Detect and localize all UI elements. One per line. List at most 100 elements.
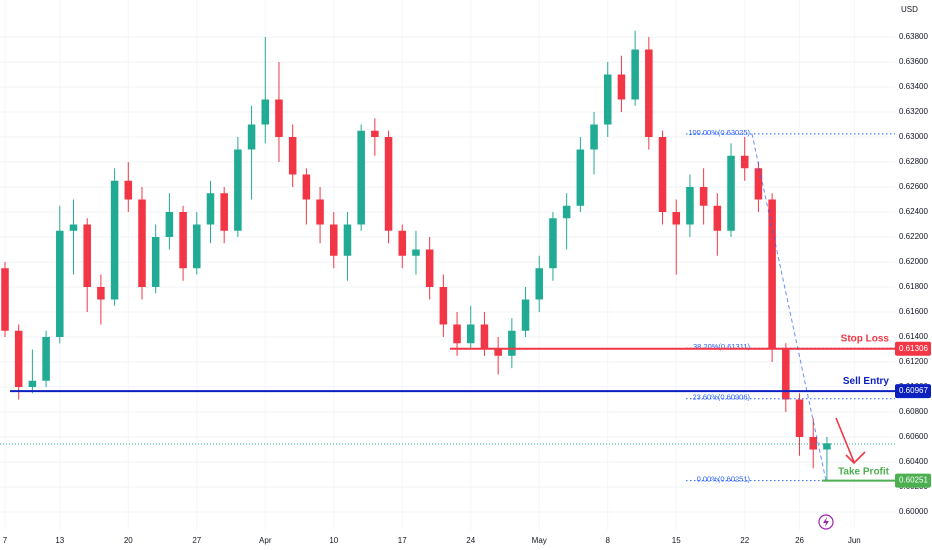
candle-body <box>124 180 133 200</box>
fib-label: 23.60%(0.60906) <box>692 393 750 402</box>
candle-body <box>42 337 50 381</box>
y-tick-label: 0.61600 <box>899 307 928 316</box>
candle-body <box>686 187 694 225</box>
candle-body <box>97 287 105 300</box>
candle-body <box>754 168 763 200</box>
level-badge <box>895 473 931 488</box>
candle-body <box>14 330 23 387</box>
x-tick-label: 27 <box>192 536 201 545</box>
candle-body <box>740 155 749 169</box>
candle-body <box>508 330 516 356</box>
candle-body <box>658 137 667 212</box>
y-tick-label: 0.61800 <box>899 282 928 291</box>
fib-label: 100.00%(0.63025) <box>688 128 750 137</box>
level-name: Take Profit <box>838 466 890 477</box>
y-tick-label: 0.62400 <box>899 207 928 216</box>
y-tick-label: 0.63600 <box>899 57 928 66</box>
y-tick-label: 0.62000 <box>899 257 928 266</box>
candle-body <box>165 212 174 237</box>
candle-body <box>727 155 735 231</box>
y-tick-label: 0.61400 <box>899 332 928 341</box>
candle-body <box>535 268 544 300</box>
candle-body <box>466 324 475 344</box>
level-badge-label: 0.60251 <box>899 476 928 485</box>
x-tick-label: 13 <box>55 536 64 545</box>
level-badge-label: 0.61306 <box>899 344 928 353</box>
candle-body <box>371 130 379 137</box>
y-tick-label: 0.60600 <box>899 432 928 441</box>
candle-body <box>549 218 557 269</box>
y-tick-label: 0.60400 <box>899 457 928 466</box>
fib-trend <box>751 133 827 481</box>
y-tick-label: 0.62600 <box>899 182 928 191</box>
candle-body <box>316 199 324 225</box>
y-tick-label: 0.63000 <box>899 132 928 141</box>
candle-body <box>179 212 187 269</box>
candle-body <box>28 380 37 387</box>
candle-body <box>782 349 790 400</box>
candle-body <box>302 174 311 200</box>
candle-body <box>247 124 256 150</box>
candle-body <box>343 224 352 256</box>
candle-body <box>69 224 78 231</box>
x-tick-label: May <box>532 536 547 545</box>
y-tick-label: 0.60800 <box>899 407 928 416</box>
fib-label: 38.20%(0.61311) <box>693 342 750 351</box>
x-tick-label: 24 <box>466 536 475 545</box>
level-badge-label: 0.60967 <box>899 386 928 395</box>
x-tick-label: Apr <box>259 536 272 545</box>
candle-body <box>439 287 448 325</box>
y-tick-label: 0.60000 <box>899 507 928 516</box>
candle-body <box>220 193 228 231</box>
y-tick-label: 0.63400 <box>899 82 928 91</box>
candle-body <box>494 349 502 356</box>
level-badge <box>895 384 931 399</box>
candle-body <box>617 74 626 100</box>
candle-body <box>1 268 9 331</box>
candle-body <box>672 212 680 225</box>
candle-body <box>576 149 585 206</box>
candle-body <box>645 49 653 137</box>
candle-body <box>275 99 283 137</box>
level-name: Sell Entry <box>843 376 890 387</box>
candle-body <box>795 399 804 437</box>
candle-body <box>138 199 146 287</box>
candle-body <box>713 205 722 231</box>
candle-body <box>603 74 612 125</box>
candle-body <box>631 49 639 100</box>
currency: USD <box>901 5 918 14</box>
level-name: Stop Loss <box>841 333 890 344</box>
candle-body <box>384 137 393 231</box>
candle-body <box>562 205 571 219</box>
x-tick-label: 26 <box>795 536 804 545</box>
candle-body <box>234 149 242 231</box>
y-tick-label: 0.61200 <box>899 357 928 366</box>
candle-body <box>480 324 489 350</box>
x-tick-label: 10 <box>329 536 338 545</box>
candle-body <box>288 137 297 175</box>
x-tick-label: 7 <box>3 536 8 545</box>
candle-body <box>110 180 119 300</box>
candle-body <box>330 224 338 256</box>
candle-body <box>56 230 64 337</box>
candle-body <box>83 224 91 287</box>
candle-body <box>151 237 160 287</box>
candle-body <box>412 249 420 256</box>
y-tick-label: 0.62200 <box>899 232 928 241</box>
candle-body <box>699 187 708 206</box>
candle-body <box>768 199 776 350</box>
level-badge <box>895 341 931 356</box>
x-tick-label: 15 <box>672 536 681 545</box>
event-icon-bolt <box>823 517 829 527</box>
x-tick-label: 20 <box>124 536 133 545</box>
y-tick-label: 0.63200 <box>899 107 928 116</box>
y-tick-label: 0.62800 <box>899 157 928 166</box>
candle-body <box>206 193 215 225</box>
candle-body <box>823 443 831 450</box>
arrow <box>835 417 866 465</box>
x-tick-label: Jun <box>848 536 861 545</box>
fib-label: 0.00%(0.60251) <box>697 475 751 484</box>
candle-body <box>193 224 201 269</box>
event-icon <box>818 514 834 530</box>
